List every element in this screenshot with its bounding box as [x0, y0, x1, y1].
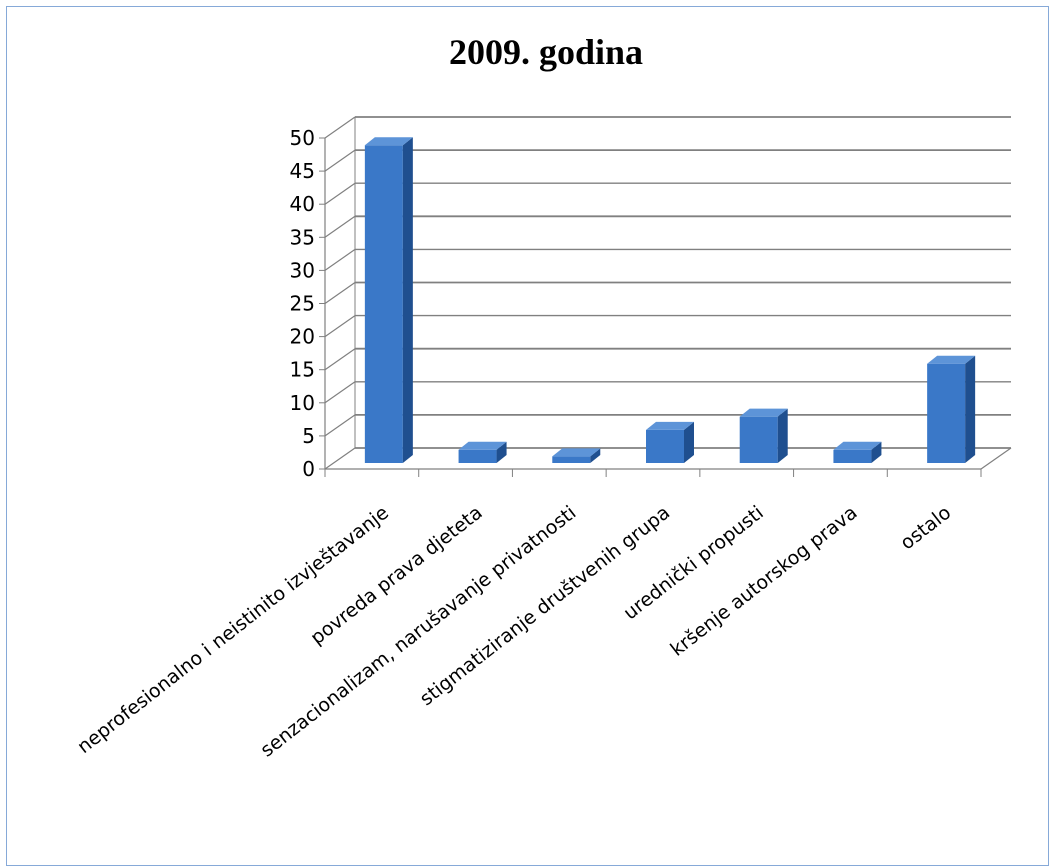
bar-top [552, 448, 601, 457]
side-gridline [324, 315, 356, 338]
bar-front [646, 429, 684, 463]
bar-front [833, 449, 872, 463]
bar-front [739, 416, 778, 463]
category-label: kršenje autorskog prava [666, 502, 861, 661]
side-gridline [324, 215, 356, 238]
bar-side [402, 137, 413, 464]
y-tick-label: 10 [290, 391, 315, 415]
bar-side [496, 441, 507, 463]
side-gridline [324, 116, 356, 139]
bar-front [927, 363, 966, 463]
bar-front [458, 449, 497, 463]
category-label: senzacionalizam, narušavanje privatnosti [256, 502, 580, 762]
bar-front [364, 145, 403, 464]
side-gridline [324, 348, 356, 371]
y-tick-label: 35 [290, 225, 315, 249]
side-gridline [324, 248, 356, 271]
side-gridline [324, 182, 356, 205]
floor-right-edge [980, 447, 1012, 470]
category-label: povreda prava djeteta [306, 502, 486, 650]
y-tick-label: 30 [290, 258, 315, 282]
y-tick-label: 40 [290, 192, 315, 216]
bar [552, 448, 601, 463]
bar [364, 137, 413, 464]
bar-side [684, 421, 694, 463]
y-tick-label: 25 [290, 292, 315, 316]
side-gridline [324, 447, 356, 470]
bar-top [458, 441, 507, 450]
bar-top [739, 408, 788, 417]
bar [833, 441, 882, 463]
category-label: neprofesionalno i neistinito izvještavan… [73, 502, 393, 758]
bar-top [833, 441, 882, 450]
y-tick-label: 20 [290, 325, 315, 349]
bar [646, 421, 694, 463]
bar-top [927, 355, 976, 364]
bar-side [965, 355, 976, 463]
side-gridline [324, 381, 356, 404]
y-tick-label: 5 [302, 424, 315, 448]
y-tick-label: 50 [290, 126, 315, 150]
bar [739, 408, 788, 463]
y-tick-label: 45 [290, 159, 315, 183]
category-label: ostalo [896, 502, 955, 555]
bar [927, 355, 976, 463]
side-gridline [324, 149, 356, 172]
y-tick-label: 15 [290, 358, 315, 382]
bar-front [552, 456, 591, 463]
y-tick-label: 0 [302, 457, 315, 481]
bar-side [590, 448, 601, 463]
side-gridline [324, 282, 356, 304]
bar-side [777, 408, 788, 463]
bar [458, 441, 507, 463]
bar-top [364, 137, 413, 146]
bar-top [646, 421, 694, 430]
chart-title: 2009. godina [449, 32, 643, 72]
bar-side [871, 441, 882, 463]
side-gridline [324, 414, 356, 437]
